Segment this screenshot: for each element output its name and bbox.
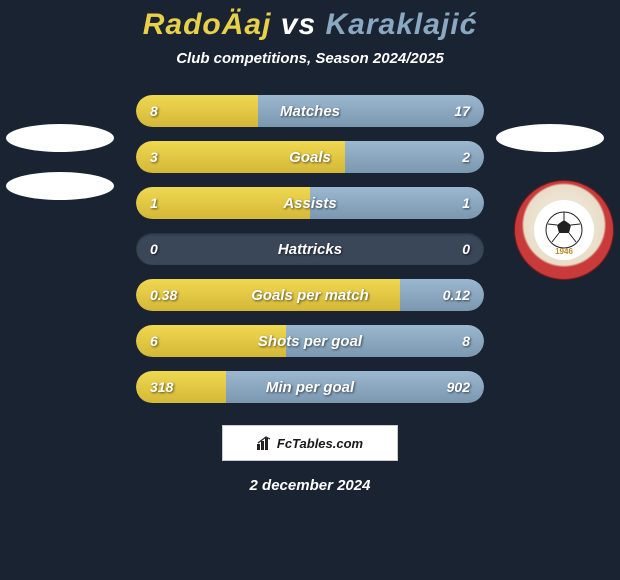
brand-footer[interactable]: FcTables.com [222, 425, 398, 461]
stat-label: Matches [136, 95, 484, 127]
stat-row: 68Shots per goal [136, 325, 484, 357]
stat-label: Min per goal [136, 371, 484, 403]
player1-badge-placeholder-2 [6, 172, 114, 200]
crest-ball-icon: 1946 [534, 200, 594, 260]
stat-label: Goals per match [136, 279, 484, 311]
player2-name: Karaklajić [325, 8, 477, 41]
crest-year: 1946 [555, 248, 573, 256]
comparison-date: 2 december 2024 [0, 477, 620, 494]
stat-label: Goals [136, 141, 484, 173]
brand-label: FcTables.com [277, 436, 363, 451]
player2-badge-placeholder-1 [496, 124, 604, 152]
stat-row: 817Matches [136, 95, 484, 127]
club-crest: 1946 [514, 180, 614, 280]
stat-row: 0.380.12Goals per match [136, 279, 484, 311]
stat-label: Shots per goal [136, 325, 484, 357]
player1-name: RadoÄaj [143, 8, 272, 41]
stat-label: Hattricks [136, 233, 484, 265]
comparison-title: RadoÄaj vs Karaklajić [0, 8, 620, 42]
stat-label: Assists [136, 187, 484, 219]
player1-badge-placeholder-1 [6, 124, 114, 152]
stat-row: 32Goals [136, 141, 484, 173]
vs-label: vs [281, 8, 316, 41]
comparison-card: RadoÄaj vs Karaklajić Club competitions,… [0, 0, 620, 580]
stat-row: 11Assists [136, 187, 484, 219]
chart-icon [257, 436, 273, 450]
stat-row: 00Hattricks [136, 233, 484, 265]
season-subtitle: Club competitions, Season 2024/2025 [0, 50, 620, 67]
stats-list: 817Matches 32Goals 11Assists 00Hattricks 0.3… [136, 95, 484, 403]
stat-row: 318902Min per goal [136, 371, 484, 403]
